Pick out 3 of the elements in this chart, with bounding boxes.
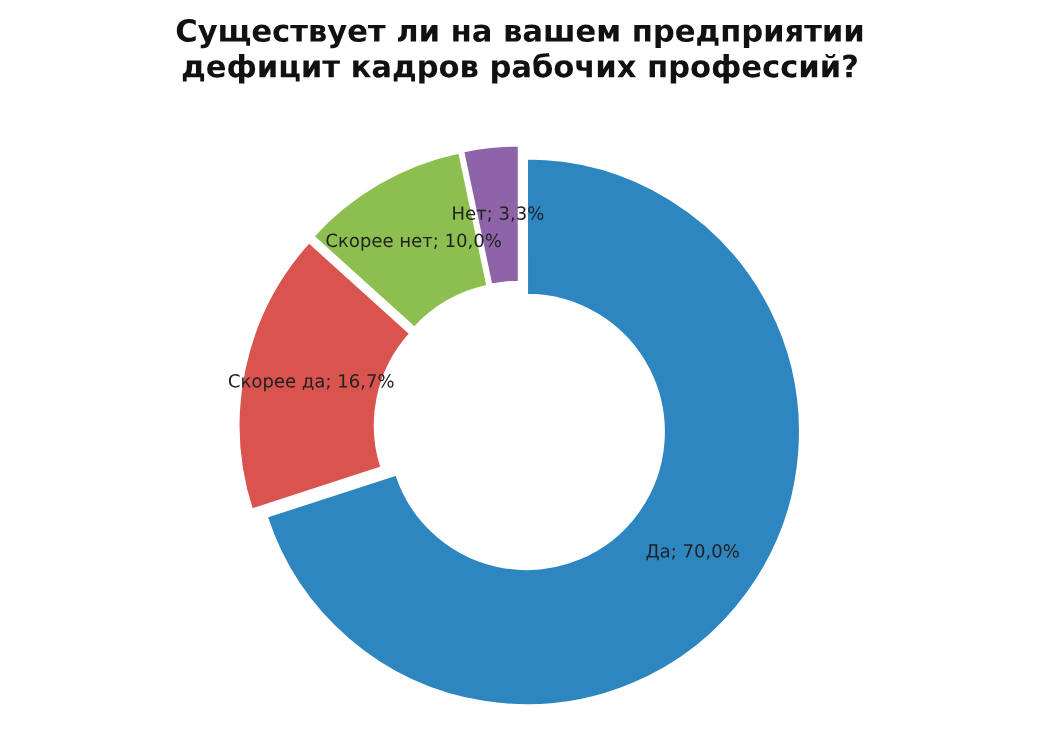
slice-label: Нет; 3,3% (453, 206, 544, 222)
chart-title: Существует ли на вашем предприятии дефицит кадров рабочих профессий? (176, 18, 863, 84)
slice-label: Да; 70,0% (646, 544, 739, 561)
